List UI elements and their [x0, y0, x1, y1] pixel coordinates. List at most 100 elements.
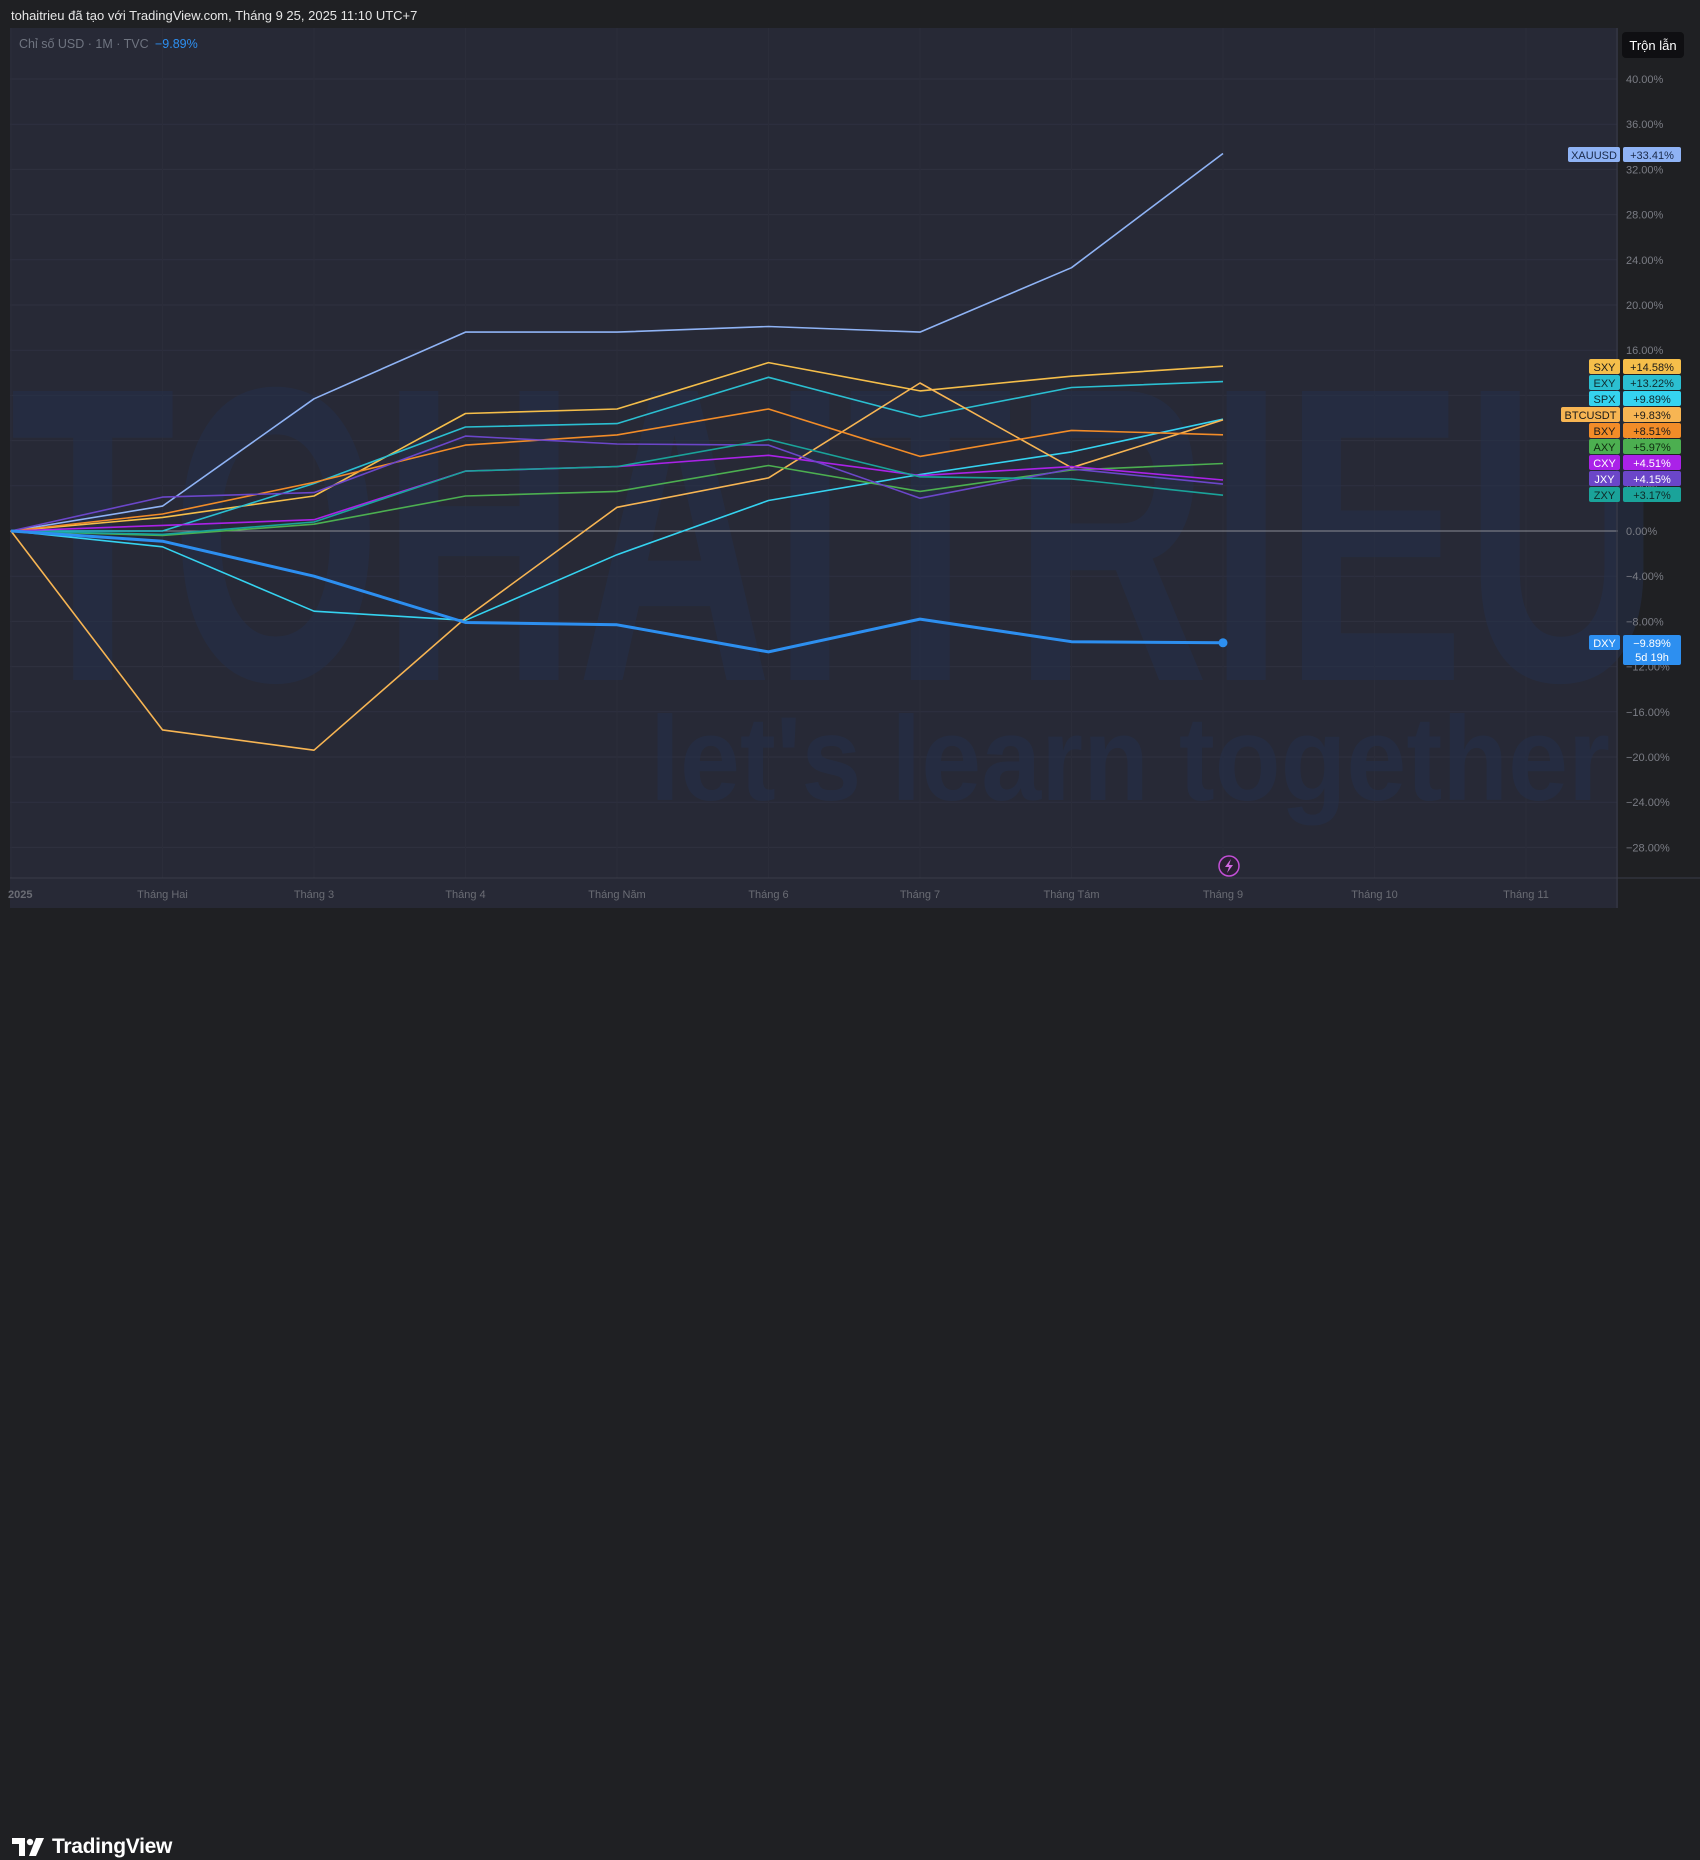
- price-label-btcusdt: BTCUSDT +9.83%: [1561, 407, 1681, 422]
- y-tick-label: −24.00%: [1626, 797, 1670, 809]
- y-tick-label: 24.00%: [1626, 255, 1664, 267]
- mix-button[interactable]: Trộn lẫn: [1622, 32, 1684, 58]
- symbol-tag: DXY: [1593, 638, 1616, 650]
- value-tag: +13.22%: [1630, 378, 1674, 390]
- symbol-tag-bg: [1589, 487, 1620, 502]
- y-tick-label: −16.00%: [1626, 707, 1670, 719]
- y-tick-label: 36.00%: [1626, 119, 1664, 131]
- series-line-xauusd[interactable]: [10, 152, 1224, 532]
- legend-change: −9.89%: [155, 37, 198, 51]
- value-tag-bg: [1623, 439, 1681, 454]
- symbol-tag-bg: [1589, 471, 1620, 486]
- symbol-tag: JXY: [1594, 474, 1615, 486]
- chart-pane: [10, 28, 1618, 908]
- value-tag-bg: [1623, 471, 1681, 486]
- watermark-title: TOHAITRIEU: [10, 301, 1660, 770]
- y-tick-label: −20.00%: [1626, 752, 1670, 764]
- value-tag: +14.58%: [1630, 362, 1674, 374]
- symbol-tag-bg: [1589, 635, 1620, 650]
- tradingview-logo-icon: [12, 1838, 44, 1856]
- legend-symbol[interactable]: Chỉ số USD · 1M · TVC: [19, 37, 149, 51]
- value-tag-bg: [1623, 423, 1681, 438]
- x-tick-label: Tháng 9: [1203, 889, 1243, 901]
- symbol-tag-bg: [1589, 391, 1620, 406]
- series-line-dxy[interactable]: [10, 529, 1224, 654]
- symbol-tag-bg: [1589, 439, 1620, 454]
- price-label-dxy: DXY −9.89% 5d 19h: [1589, 635, 1681, 665]
- value-tag: +9.89%: [1633, 394, 1671, 406]
- series-line-spx[interactable]: [10, 418, 1224, 622]
- symbol-tag: SPX: [1593, 394, 1616, 406]
- value-tag-bg: [1623, 487, 1681, 502]
- value-tag-bg: [1623, 147, 1681, 162]
- mix-button-label[interactable]: Trộn lẫn: [1629, 38, 1676, 53]
- symbol-tag-bg: [1561, 407, 1620, 422]
- x-tick-label: Tháng 7: [900, 889, 940, 901]
- value-tag: +5.97%: [1633, 442, 1671, 454]
- y-tick-label: −28.00%: [1626, 842, 1670, 854]
- x-tick-label: 2025: [8, 889, 32, 901]
- brand-name: TradingView: [52, 1835, 173, 1858]
- y-tick-label: 28.00%: [1626, 210, 1664, 222]
- value-tag: +8.51%: [1633, 426, 1671, 438]
- price-label-bxy: BXY +8.51%: [1589, 423, 1681, 438]
- symbol-tag: EXY: [1593, 378, 1616, 390]
- x-tick-label: Tháng Hai: [137, 889, 188, 901]
- value-tag: +9.83%: [1633, 410, 1671, 422]
- time-scale[interactable]: 2025 Tháng Hai Tháng 3 Tháng 4 Tháng Năm Thán…: [8, 889, 1549, 901]
- value-tag: +4.15%: [1633, 474, 1671, 486]
- y-tick-label: −8.00%: [1626, 616, 1664, 628]
- symbol-tag: XAUUSD: [1571, 150, 1617, 162]
- price-label-jxy: JXY +4.15%: [1589, 471, 1681, 486]
- x-tick-label: Tháng 6: [748, 889, 788, 901]
- symbol-tag: BTCUSDT: [1565, 410, 1617, 422]
- value-tag-bg: [1623, 391, 1681, 406]
- series-layer: [10, 152, 1228, 752]
- footer: TradingView: [0, 908, 1700, 1858]
- price-label-cxy: CXY +4.51%: [1589, 455, 1681, 470]
- series-line-sxy[interactable]: [10, 361, 1224, 532]
- y-tick-label: −4.00%: [1626, 571, 1664, 583]
- symbol-tag: AXY: [1593, 442, 1616, 454]
- value-tag: +3.17%: [1633, 490, 1671, 502]
- series-last-point-dxy[interactable]: [1218, 638, 1228, 648]
- x-tick-label: Tháng Năm: [588, 889, 645, 901]
- symbol-tag-bg: [1589, 455, 1620, 470]
- symbol-tag-bg: [1568, 147, 1620, 162]
- value-tag: −9.89%: [1633, 638, 1671, 650]
- chart-attribution: tohaitrieu đã tạo với TradingView.com, T…: [11, 8, 418, 23]
- value-tag: +4.51%: [1633, 458, 1671, 470]
- lightning-icon[interactable]: [1218, 855, 1240, 877]
- watermark: TOHAITRIEU let's learn together: [10, 301, 1660, 826]
- watermark-tagline: let's learn together: [650, 692, 1610, 826]
- price-label-spx: SPX +9.89%: [1589, 391, 1681, 406]
- chart-canvas[interactable]: TOHAITRIEU let's learn together 40.00% 36…: [0, 0, 1700, 908]
- series-line-exy[interactable]: [11, 376, 1224, 532]
- price-label-zxy: ZXY +3.17%: [1589, 487, 1681, 502]
- x-tick-label: Tháng 4: [445, 889, 485, 901]
- symbol-tag: ZXY: [1594, 490, 1616, 502]
- y-tick-label: 40.00%: [1626, 74, 1664, 86]
- value-tag: +33.41%: [1630, 150, 1674, 162]
- price-label-sxy: SXY +14.58%: [1589, 359, 1681, 374]
- x-tick-label: Tháng 3: [294, 889, 334, 901]
- series-line-bxy[interactable]: [10, 408, 1224, 532]
- value-tag-bg: [1623, 359, 1681, 374]
- value-tag-bg: [1623, 635, 1681, 665]
- series-line-axy[interactable]: [10, 462, 1224, 537]
- value-tag-bg: [1623, 375, 1681, 390]
- symbol-tag: SXY: [1593, 362, 1616, 374]
- y-tick-label: 20.00%: [1626, 300, 1664, 312]
- symbol-tag-bg: [1589, 423, 1620, 438]
- x-tick-label: Tháng 11: [1503, 889, 1549, 901]
- y-tick-label: 16.00%: [1626, 345, 1664, 357]
- series-line-zxy[interactable]: [10, 438, 1224, 536]
- value-tag-bg: [1623, 455, 1681, 470]
- tradingview-logo[interactable]: TradingView: [12, 1834, 172, 1860]
- legend[interactable]: Chỉ số USD · 1M · TVC −9.89%: [19, 37, 198, 51]
- grid-lines: [10, 28, 1617, 878]
- symbol-tag-bg: [1589, 359, 1620, 374]
- y-tick-label: 0.00%: [1626, 526, 1657, 538]
- symbol-tag: CXY: [1593, 458, 1616, 470]
- x-tick-label: Tháng 10: [1351, 889, 1397, 901]
